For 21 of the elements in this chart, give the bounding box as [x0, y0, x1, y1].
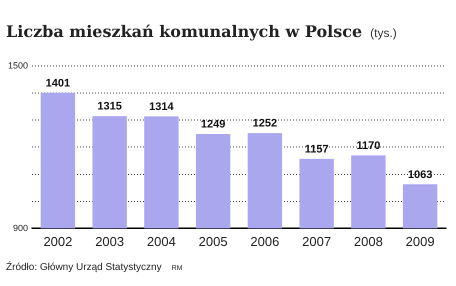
- x-tick-label: 2005: [198, 234, 228, 249]
- x-tick-label: 2009: [406, 234, 435, 249]
- x-tick-label: 2006: [250, 234, 280, 249]
- data-label: 1252: [252, 118, 278, 130]
- data-label: 1157: [304, 143, 329, 156]
- x-tick-label: 2008: [354, 234, 383, 249]
- x-tick-label: 2007: [302, 234, 332, 249]
- data-label: 1401: [46, 77, 70, 90]
- y-tick-label: 900: [12, 222, 28, 233]
- data-label: 1063: [408, 168, 432, 181]
- chart-subtitle: (tys.): [370, 26, 397, 40]
- y-tick-label: 1500: [8, 60, 28, 70]
- text: Źródło: Główny Urząd Statystyczny: [6, 262, 162, 273]
- data-label: 1314: [149, 100, 174, 113]
- x-tick-label: 2003: [95, 234, 124, 249]
- chart-title: Liczba mieszkań komunalnych w Polsce: [6, 22, 362, 41]
- x-tick-label: 2004: [146, 234, 176, 249]
- x-tick-label: 2002: [43, 234, 72, 249]
- data-label: 1249: [200, 118, 226, 130]
- data-label: 1170: [356, 140, 380, 152]
- data-label: 1315: [97, 100, 122, 113]
